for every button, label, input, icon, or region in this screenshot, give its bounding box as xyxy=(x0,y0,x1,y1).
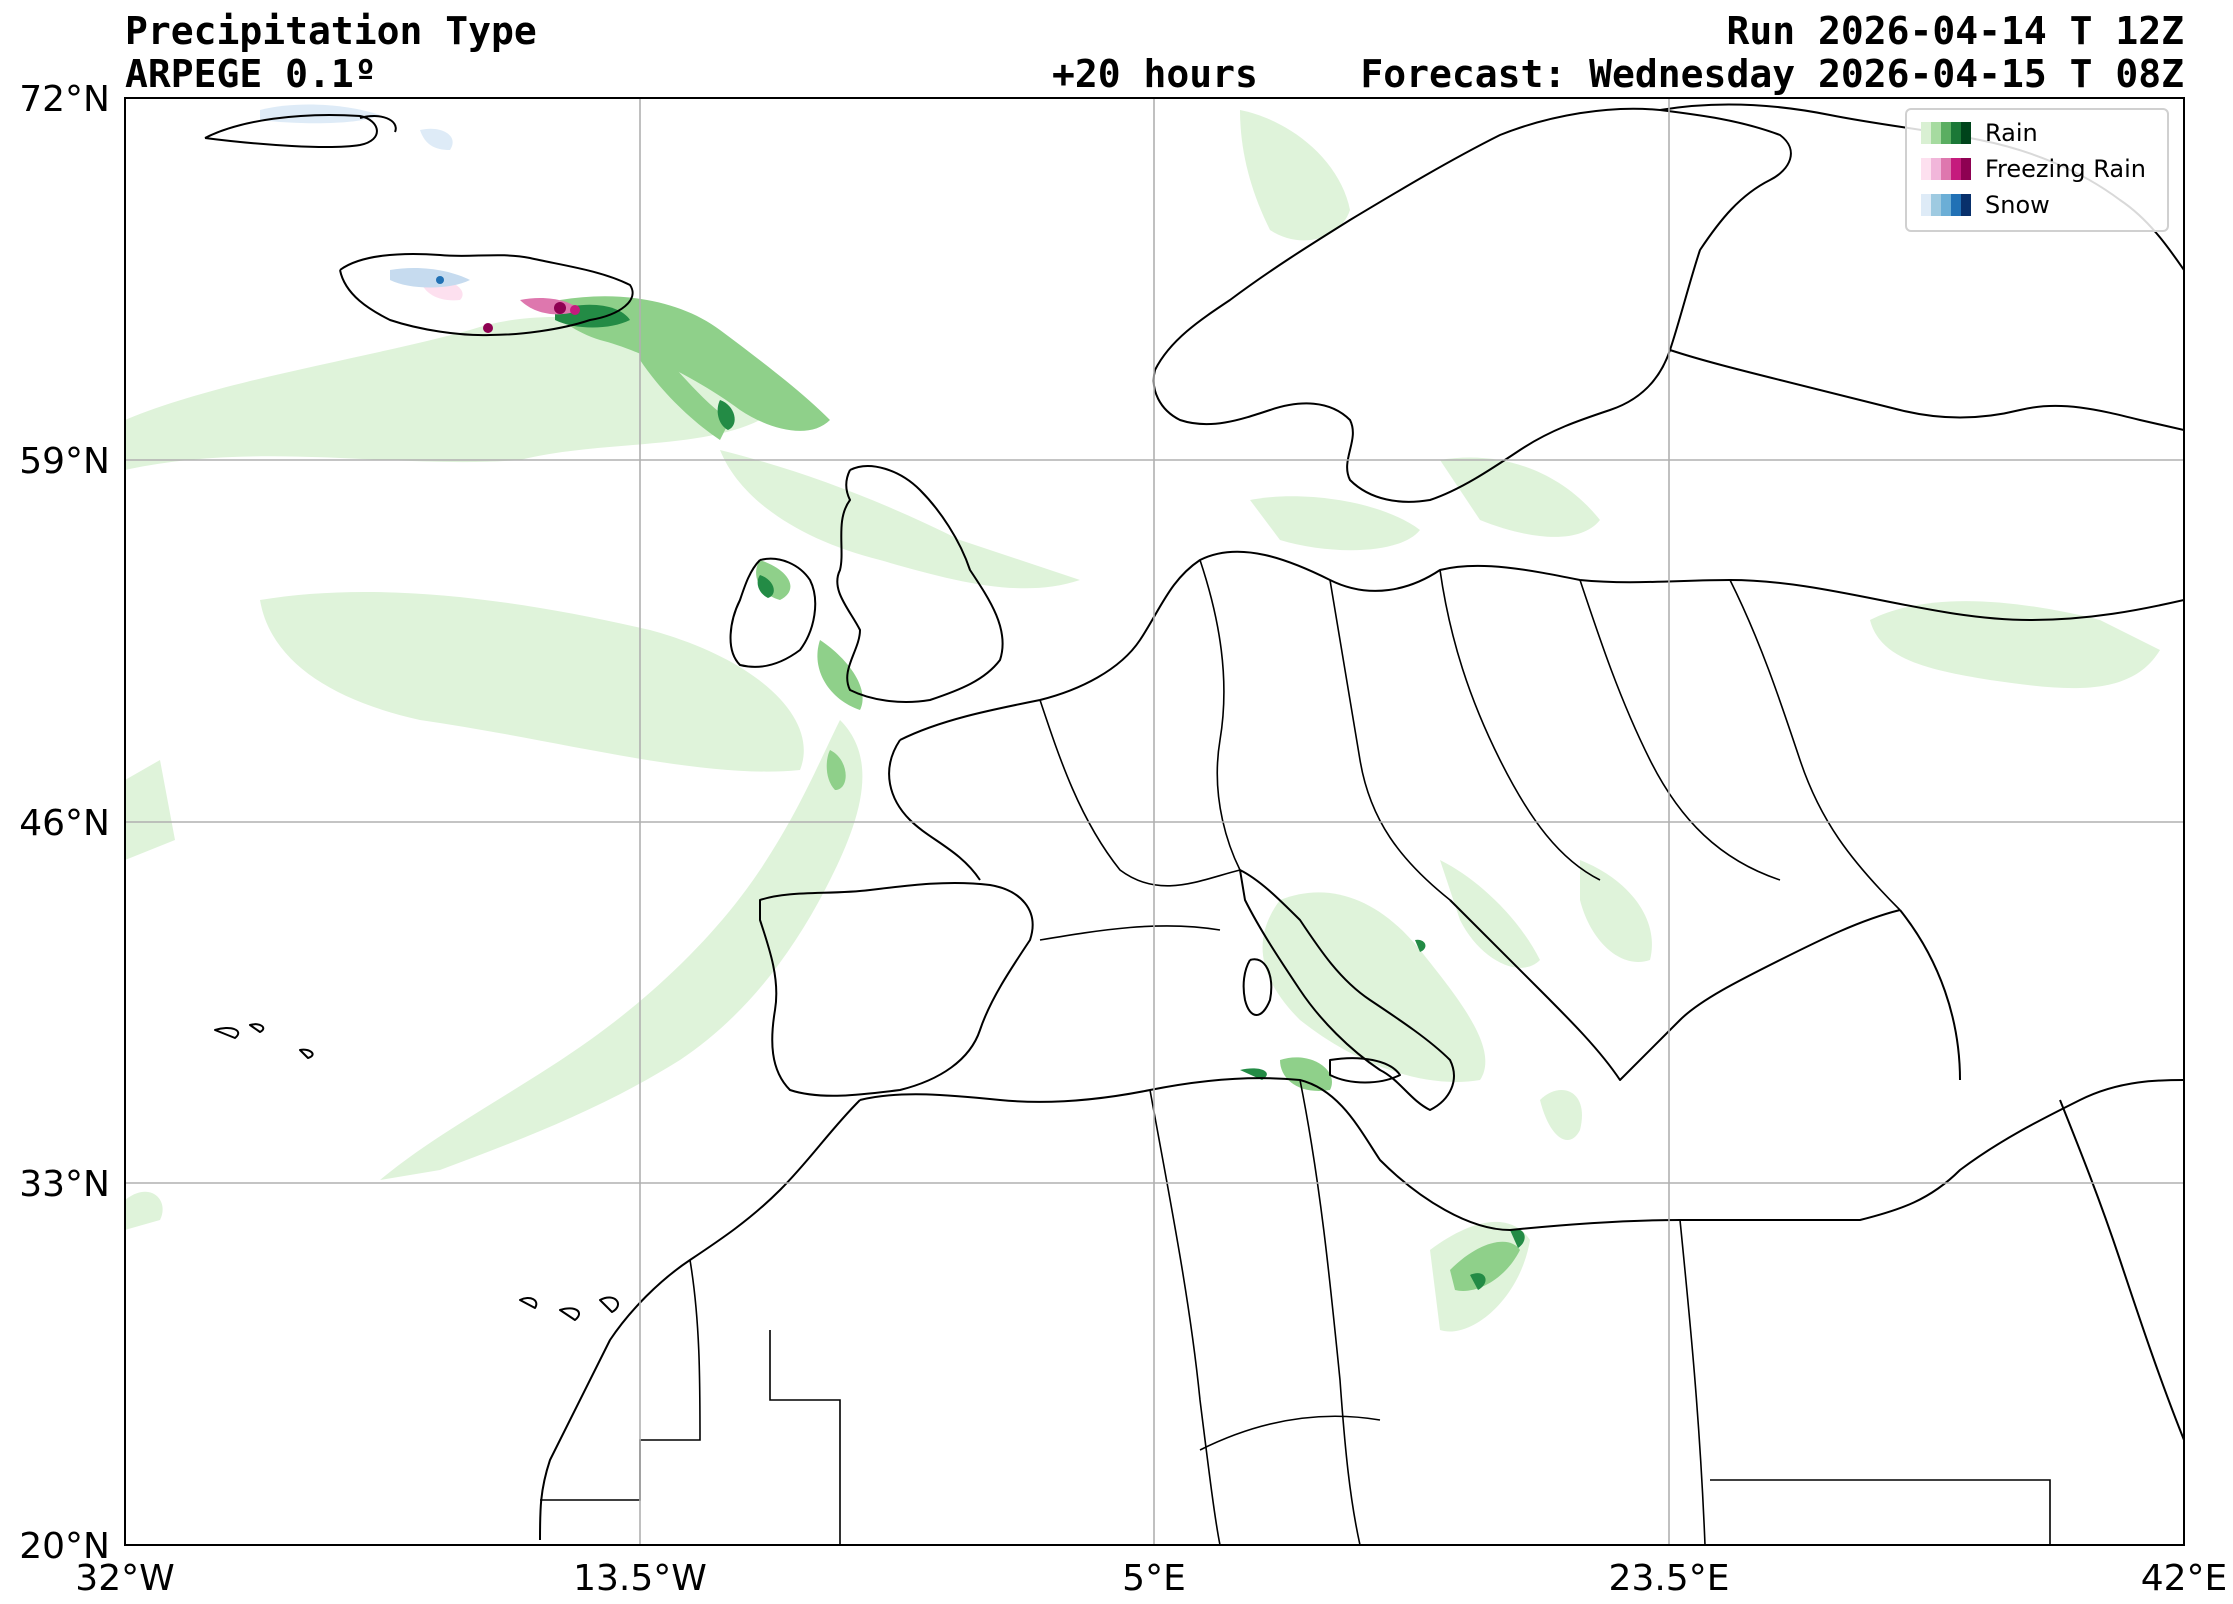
legend-swatch-step xyxy=(1921,122,1931,144)
legend-swatch-step xyxy=(1951,194,1961,216)
lat-label-33n: 33°N xyxy=(19,1164,110,1205)
lon-label-42e: 42°E xyxy=(2141,1558,2228,1599)
rain-heavy-field xyxy=(555,304,1525,1290)
legend-freezing-rain-label: Freezing Rain xyxy=(1985,155,2147,183)
coastlines xyxy=(204,103,2184,1541)
legend-snow-label: Snow xyxy=(1985,191,2050,219)
legend-swatch-step xyxy=(1961,122,1971,144)
legend-freezing-rain: Freezing Rain xyxy=(1921,155,2147,183)
lat-label-59n: 59°N xyxy=(19,441,110,482)
legend-snow: Snow xyxy=(1921,191,2050,219)
rain-light-field xyxy=(125,110,2160,1332)
legend-rain: Rain xyxy=(1921,119,2038,147)
legend-swatch-step xyxy=(1941,194,1951,216)
legend-swatch-step xyxy=(1921,158,1931,180)
lon-label-23-5e: 23.5°E xyxy=(1609,1558,1730,1599)
legend-swatch-step xyxy=(1921,194,1931,216)
legend-swatch-step xyxy=(1951,158,1961,180)
model-label: ARPEGE 0.1º xyxy=(125,52,377,96)
legend-snow-swatch xyxy=(1921,194,1971,216)
map-title: Precipitation Type xyxy=(125,9,537,53)
legend-rain-label: Rain xyxy=(1985,119,2038,147)
legend-swatch-step xyxy=(1931,122,1941,144)
legend-rain-swatch xyxy=(1921,122,1971,144)
legend-swatch-step xyxy=(1941,158,1951,180)
lead-time-label: +20 hours xyxy=(1052,52,1258,96)
lon-label-32w: 32°W xyxy=(75,1558,174,1599)
lon-label-13-5w: 13.5°W xyxy=(573,1558,707,1599)
iceland-mixed-precip xyxy=(260,104,580,333)
legend-swatch-step xyxy=(1951,122,1961,144)
lat-label-20n: 20°N xyxy=(19,1526,110,1567)
lat-label-46n: 46°N xyxy=(19,803,110,844)
legend-swatch-step xyxy=(1961,158,1971,180)
run-label: Run 2026-04-14 T 12Z xyxy=(1726,9,2184,53)
forecast-time-label: Forecast: Wednesday 2026-04-15 T 08Z xyxy=(1360,52,2184,96)
legend-swatch-step xyxy=(1931,194,1941,216)
legend-freezing-rain-swatch xyxy=(1921,158,1971,180)
map-frame xyxy=(124,97,2185,1546)
lat-label-72n: 72°N xyxy=(19,79,110,120)
rain-medium-field xyxy=(557,296,1520,1291)
map-plot-area xyxy=(125,98,2184,1545)
legend: Rain Freezing Rain Snow xyxy=(1905,108,2169,232)
gridlines xyxy=(125,98,2184,1545)
legend-swatch-step xyxy=(1931,158,1941,180)
legend-swatch-step xyxy=(1941,122,1951,144)
legend-swatch-step xyxy=(1961,194,1971,216)
lon-label-5e: 5°E xyxy=(1122,1558,1186,1599)
country-borders xyxy=(540,559,2051,1545)
